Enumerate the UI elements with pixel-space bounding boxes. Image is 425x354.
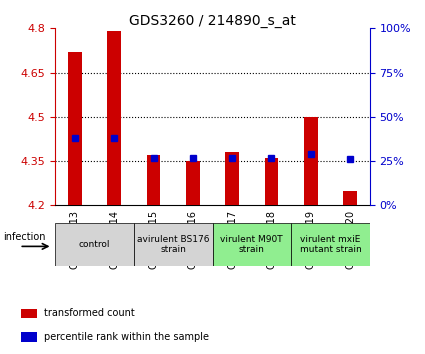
FancyBboxPatch shape (212, 223, 291, 266)
Bar (265, 158, 278, 205)
Bar (225, 152, 239, 205)
Bar (21, 309, 37, 319)
Text: infection: infection (3, 232, 45, 241)
Text: avirulent BS176
strain: avirulent BS176 strain (137, 235, 210, 254)
Bar (186, 161, 200, 205)
Bar (147, 155, 160, 205)
Text: virulent M90T
strain: virulent M90T strain (221, 235, 283, 254)
Bar (304, 117, 317, 205)
Bar (343, 190, 357, 205)
Bar (108, 31, 121, 205)
Text: control: control (79, 240, 110, 249)
FancyBboxPatch shape (134, 223, 212, 266)
FancyBboxPatch shape (55, 223, 134, 266)
Bar (68, 52, 82, 205)
Text: virulent mxiE
mutant strain: virulent mxiE mutant strain (300, 235, 361, 254)
Text: GDS3260 / 214890_s_at: GDS3260 / 214890_s_at (129, 14, 296, 28)
Text: percentile rank within the sample: percentile rank within the sample (44, 332, 209, 342)
Text: transformed count: transformed count (44, 308, 135, 318)
Bar (21, 332, 37, 342)
FancyBboxPatch shape (291, 223, 370, 266)
